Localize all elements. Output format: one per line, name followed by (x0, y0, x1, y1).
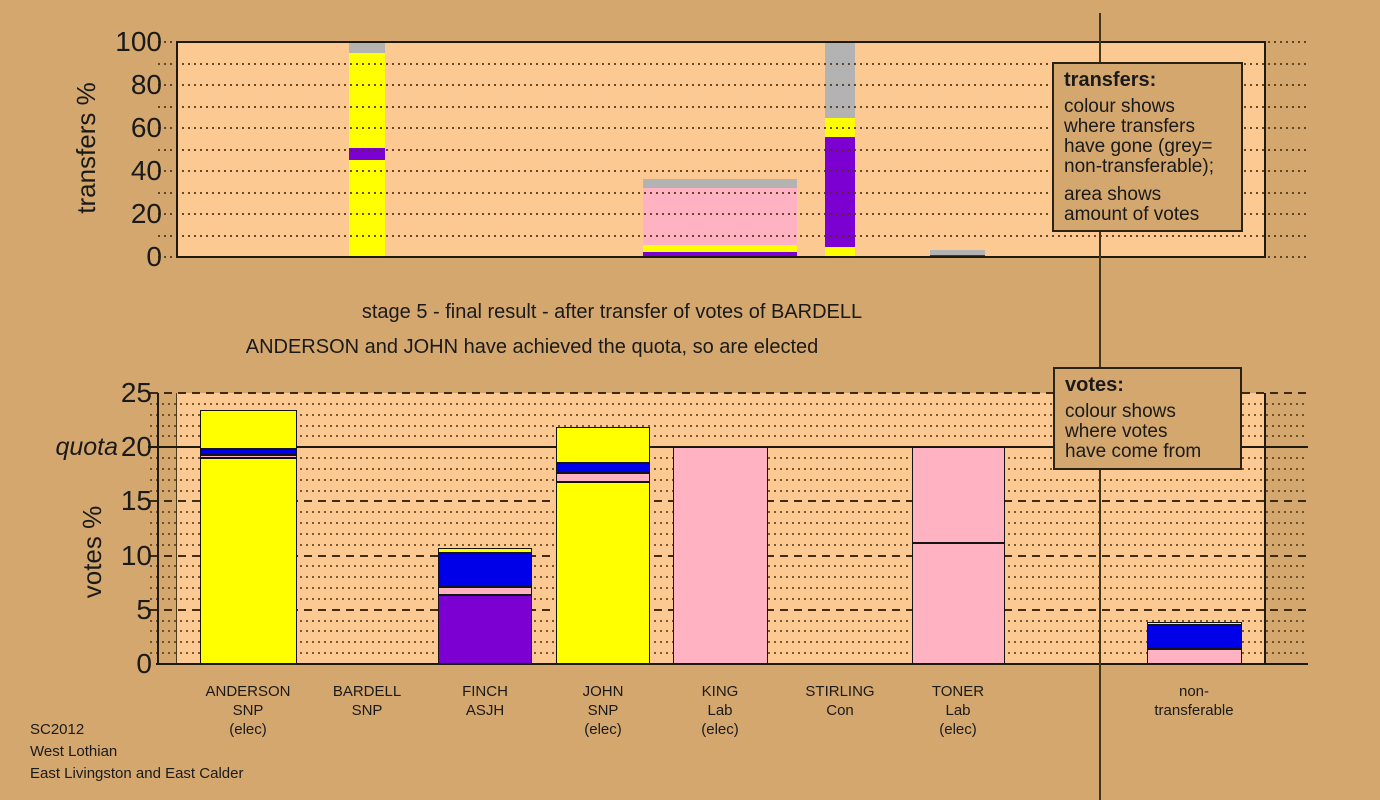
transfers-bar-STIRLING-segment-0 (825, 246, 855, 257)
candidate-label-non: non- transferable (1154, 683, 1234, 719)
transfers-tick-20: 20 (130, 198, 162, 229)
votes-legend-title: votes: (1065, 374, 1124, 396)
transfers-gridline-40 (158, 170, 1308, 172)
votes-y-axis-line (157, 393, 159, 664)
votes-bar-ANDERSON-segment-1 (200, 454, 297, 459)
candidate-label-toner: TONER Lab (elec) (931, 683, 985, 738)
transfers-bar-BARDELL-segment-3 (349, 42, 385, 54)
quota-label: quota (55, 433, 118, 461)
votes-bar-ANDERSON-segment-3 (200, 410, 297, 450)
transfers-gridline-10 (158, 234, 1308, 237)
transfers-legend-body2: area shows amount of votes (1064, 184, 1200, 225)
votes-gridline-25 (150, 392, 1308, 394)
transfers-legend-body1: colour shows where transfers have gone (… (1064, 96, 1214, 177)
transfers-legend-title: transfers: (1064, 69, 1157, 91)
transfers-bar-TONER-segment-1 (930, 249, 985, 256)
transfers-tick-100: 100 (115, 26, 162, 57)
votes-legend: votes: colour shows where votes have com… (1053, 367, 1242, 470)
votes-legend-body: colour shows where votes have come from (1065, 401, 1202, 462)
votes-bar-ANDERSON-segment-2 (200, 449, 297, 455)
transfers-gridline-90 (158, 62, 1308, 65)
transfers-gridline-50 (158, 148, 1308, 151)
transfers-bar-KING-segment-0 (643, 252, 797, 257)
transfers-bar-BARDELL-segment-0 (349, 159, 385, 257)
votes-tick-20: 20 (120, 431, 152, 463)
transfers-tick-80: 80 (130, 69, 162, 100)
votes-bar-KING-segment-0 (673, 447, 768, 664)
footer-text: SC2012 West Lothian East Livingston and … (30, 721, 244, 782)
votes-bar-FINCH-segment-3 (438, 548, 532, 554)
votes-gridline-22 (150, 424, 1308, 427)
votes-bar-JOHN-segment-1 (556, 473, 650, 482)
transfers-bar-BARDELL-segment-1 (349, 148, 385, 160)
transfers-gridline-20 (158, 213, 1308, 215)
transfers-gridline-60 (158, 127, 1308, 129)
candidate-label-john: JOHN SNP (elec) (582, 683, 624, 738)
votes-bar-non-transferable-segment-0 (1147, 648, 1242, 664)
votes-gridline-24 (150, 402, 1308, 405)
votes-x-axis-line (156, 663, 1308, 665)
transfers-gridline-70 (158, 105, 1308, 108)
votes-right-border (1264, 393, 1266, 664)
transfers-tick-60: 60 (130, 112, 162, 143)
votes-bar-ANDERSON-segment-0 (200, 458, 297, 664)
votes-tick-5: 5 (136, 593, 152, 625)
votes-bar-JOHN-segment-0 (556, 481, 650, 664)
candidate-label-anderson: ANDERSON SNP (elec) (205, 683, 291, 738)
votes-bar-TONER-segment-1 (912, 447, 1005, 543)
candidate-label-king: KING Lab (elec) (701, 683, 739, 738)
transfers-tick-40: 40 (130, 155, 162, 186)
transfers-gridline-30 (158, 191, 1308, 194)
transfers-bar-STIRLING-segment-3 (825, 42, 855, 118)
votes-tick-0: 0 (136, 648, 152, 679)
transfers-bar-KING-segment-3 (643, 179, 797, 189)
transfers-legend: transfers: colour shows where transfers … (1052, 62, 1243, 232)
votes-bar-FINCH-segment-0 (438, 594, 532, 664)
candidate-label-stirling: STIRLING Con (805, 683, 875, 719)
quota-line (148, 446, 1308, 448)
candidate-label-bardell: BARDELL SNP (332, 683, 402, 719)
votes-tick-25: 25 (120, 377, 152, 408)
votes-bar-non-transferable-segment-2 (1147, 621, 1242, 625)
votes-bar-JOHN-segment-2 (556, 463, 650, 474)
votes-bar-FINCH-segment-1 (438, 587, 532, 595)
votes-tick-10: 10 (120, 539, 152, 571)
votes-bar-JOHN-segment-3 (556, 426, 650, 464)
transfers-tick-0: 0 (146, 241, 162, 272)
transfers-bar-KING-segment-1 (643, 244, 797, 253)
votes-bar-FINCH-segment-2 (438, 553, 532, 588)
transfers-bar-BARDELL-segment-2 (349, 53, 385, 149)
candidate-label-finch: FINCH ASJH (462, 683, 508, 719)
votes-gridline-21 (150, 435, 1308, 438)
transfers-plot-frame (176, 41, 1266, 258)
votes-bar-non-transferable-segment-1 (1147, 624, 1242, 649)
votes-gridline-23 (150, 413, 1308, 416)
votes-bar-TONER-segment-0 (912, 542, 1005, 664)
votes-tick-15: 15 (120, 485, 152, 517)
stage-caption-line2: ANDERSON and JOHN have achieved the quot… (245, 336, 819, 358)
stage-caption-line1: stage 5 - final result - after transfer … (361, 301, 863, 323)
transfers-gridline-80 (158, 84, 1308, 86)
